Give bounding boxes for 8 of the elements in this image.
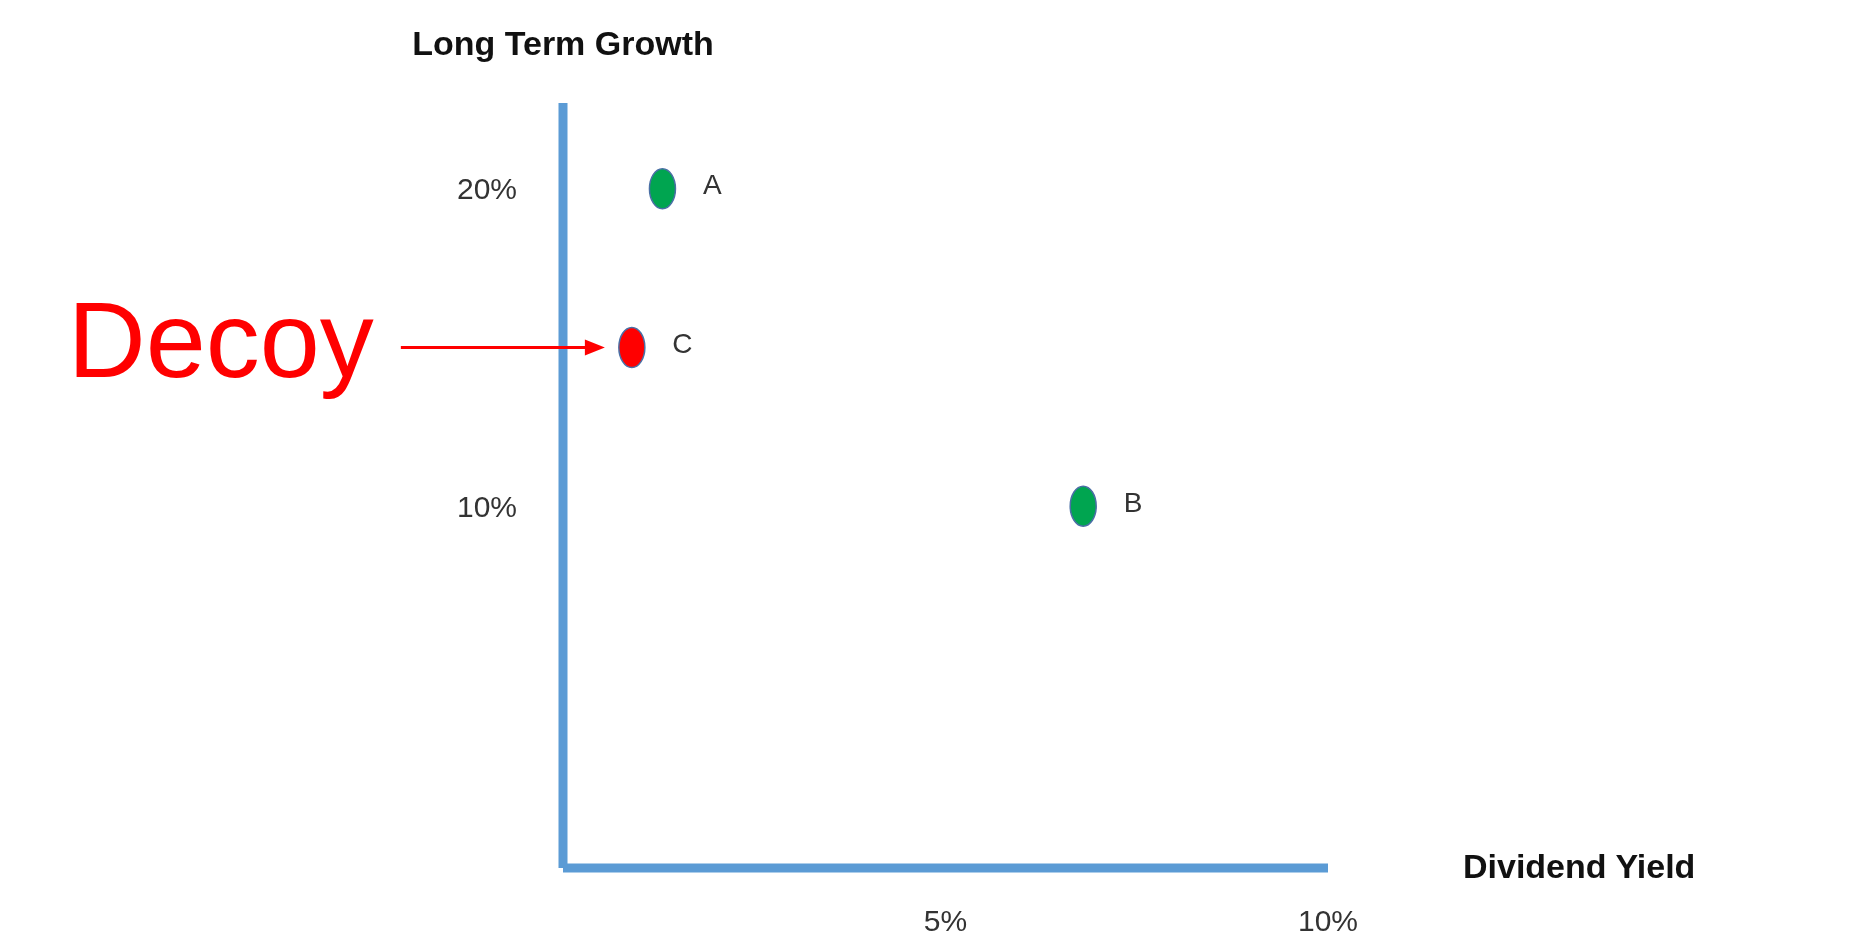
data-label: C: [672, 327, 693, 359]
data-label: A: [702, 169, 722, 201]
x-axis-title: Dividend Yield: [1463, 847, 1696, 885]
y-axis-title: Long Term Growth: [412, 24, 714, 62]
annotation: Decoy: [67, 279, 374, 401]
x-tick-label: 5%: [923, 904, 968, 938]
y-tick-label: 20%: [456, 172, 517, 206]
data-label: B: [1123, 486, 1143, 518]
